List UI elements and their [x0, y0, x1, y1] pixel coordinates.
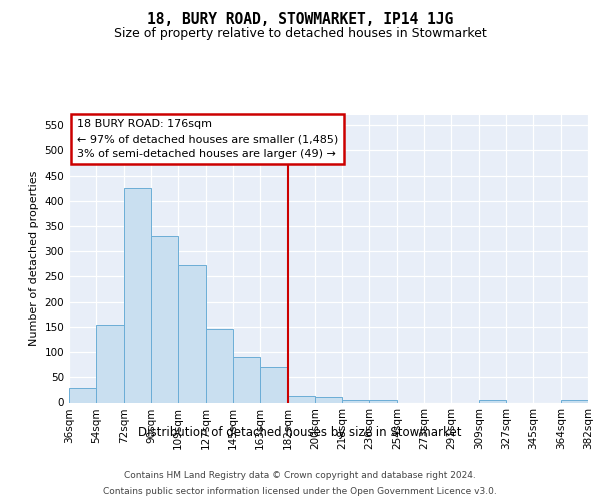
Bar	[124, 188, 151, 402]
Bar	[260, 367, 287, 402]
Text: 18 BURY ROAD: 176sqm
← 97% of detached houses are smaller (1,485)
3% of semi-det: 18 BURY ROAD: 176sqm ← 97% of detached h…	[77, 120, 338, 159]
Y-axis label: Number of detached properties: Number of detached properties	[29, 171, 39, 346]
Bar	[206, 330, 233, 402]
Bar	[479, 400, 506, 402]
Bar	[287, 396, 315, 402]
Bar	[69, 388, 97, 402]
Text: Contains HM Land Registry data © Crown copyright and database right 2024.: Contains HM Land Registry data © Crown c…	[124, 472, 476, 480]
Bar	[370, 400, 397, 402]
Bar	[315, 398, 342, 402]
Bar	[97, 326, 124, 402]
Text: Distribution of detached houses by size in Stowmarket: Distribution of detached houses by size …	[138, 426, 462, 439]
Bar	[151, 236, 178, 402]
Bar	[233, 357, 260, 403]
Text: Contains public sector information licensed under the Open Government Licence v3: Contains public sector information licen…	[103, 486, 497, 496]
Bar	[342, 400, 370, 402]
Bar	[178, 266, 206, 402]
Bar	[560, 400, 588, 402]
Text: Size of property relative to detached houses in Stowmarket: Size of property relative to detached ho…	[113, 28, 487, 40]
Text: 18, BURY ROAD, STOWMARKET, IP14 1JG: 18, BURY ROAD, STOWMARKET, IP14 1JG	[147, 12, 453, 28]
